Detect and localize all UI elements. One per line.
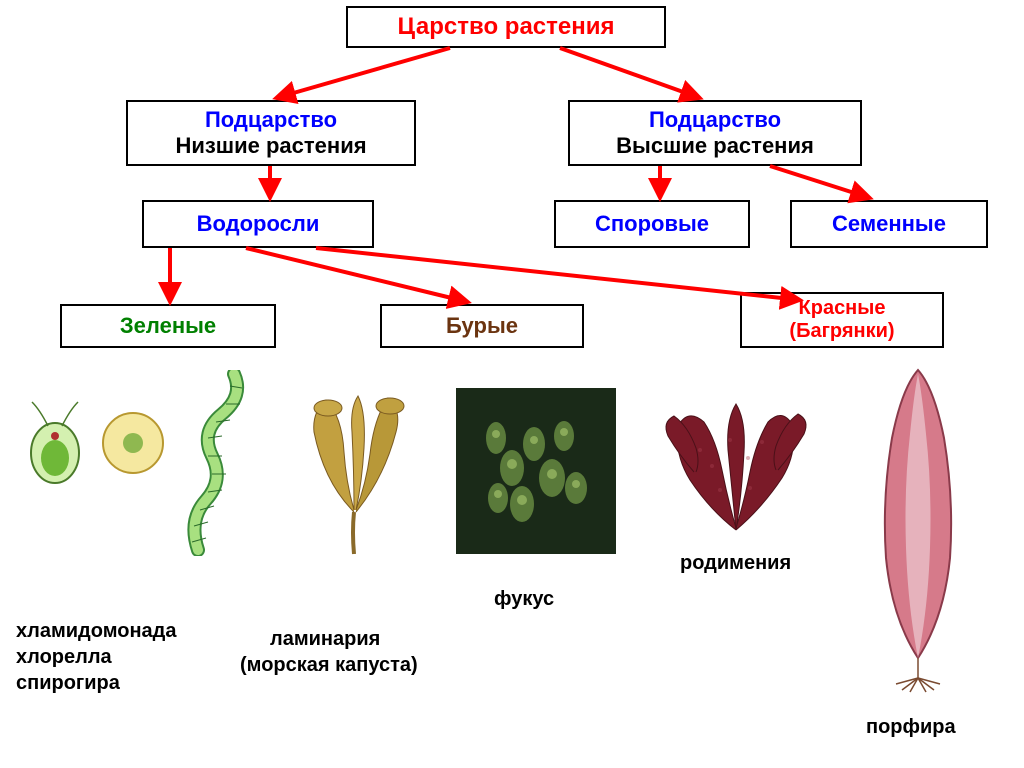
kingdom-box: Царство растения xyxy=(346,6,666,48)
chlamydomonas-icon xyxy=(22,398,88,488)
seed-label: Семенные xyxy=(832,211,946,237)
subkingdom-right-line1: Подцарство xyxy=(649,107,781,133)
spore-box: Споровые xyxy=(554,200,750,248)
subkingdom-right-box: Подцарство Высшие растения xyxy=(568,100,862,166)
brown-label: Бурые xyxy=(446,313,518,339)
subkingdom-right-line2: Высшие растения xyxy=(616,133,814,159)
algae-box: Водоросли xyxy=(142,200,374,248)
brown-box: Бурые xyxy=(380,304,584,348)
caption-rodimenia: родимения xyxy=(680,552,791,575)
spirogyra-icon xyxy=(178,370,254,556)
kingdom-label: Царство растения xyxy=(397,13,614,41)
red-line1: Красные xyxy=(799,297,886,320)
subkingdom-left-line1: Подцарство xyxy=(205,107,337,133)
green-label: Зеленые xyxy=(120,313,216,339)
algae-label: Водоросли xyxy=(197,211,320,237)
red-box: Красные (Багрянки) xyxy=(740,292,944,348)
fucus-icon xyxy=(456,388,616,554)
caption-fucus: фукус xyxy=(494,588,554,611)
rodimenia-icon xyxy=(640,380,832,534)
caption-laminaria-2: (морская капуста) xyxy=(240,654,418,677)
caption-laminaria-1: ламинария xyxy=(270,628,380,651)
subkingdom-left-box: Подцарство Низшие растения xyxy=(126,100,416,166)
subkingdom-left-line2: Низшие растения xyxy=(175,133,366,159)
seed-box: Семенные xyxy=(790,200,988,248)
caption-chlamydomonas: хламидомонада xyxy=(16,620,176,643)
caption-chlorella: хлорелла xyxy=(16,646,112,669)
porphyra-icon xyxy=(858,358,978,694)
laminaria-icon xyxy=(284,382,434,558)
spore-label: Споровые xyxy=(595,211,709,237)
chlorella-icon xyxy=(100,410,166,476)
caption-spirogyra: спирогира xyxy=(16,672,120,695)
green-box: Зеленые xyxy=(60,304,276,348)
caption-porphyra: порфира xyxy=(866,716,956,739)
red-line2: (Багрянки) xyxy=(789,320,894,343)
